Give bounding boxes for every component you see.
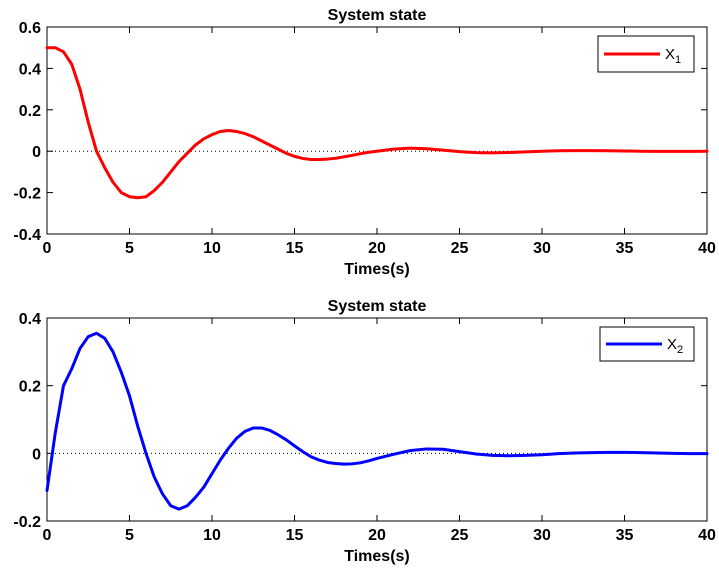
x-axis-label: Times(s)	[344, 261, 410, 278]
legend-label-subscript: 2	[677, 344, 683, 356]
legend-label: X1	[665, 46, 681, 66]
y-tick-label: 0.6	[19, 20, 41, 37]
y-tick-label: 0.2	[19, 379, 41, 396]
x-tick-label: 35	[616, 240, 634, 257]
x-tick-label: 10	[203, 240, 221, 257]
x-tick-label: 0	[43, 527, 52, 544]
x-tick-label: 25	[451, 527, 469, 544]
y-tick-label: 0	[32, 144, 41, 161]
legend: X2	[599, 326, 695, 362]
y-tick-label: -0.4	[13, 227, 41, 244]
x-axis-label: Times(s)	[344, 548, 410, 565]
x-tick-label: 25	[451, 240, 469, 257]
x-tick-label: 40	[698, 527, 716, 544]
y-tick-label: 0.4	[19, 61, 41, 78]
y-tick-label: -0.2	[13, 514, 41, 531]
x-tick-label: 20	[368, 240, 386, 257]
y-tick-label: -0.2	[13, 186, 41, 203]
legend-label: X2	[667, 336, 683, 356]
top-chart-panel: System state 0 5 10 15 20 25 30 35 40 -0.4 -0.2 0 0.2…	[13, 7, 716, 278]
x-tick-label: 5	[125, 240, 134, 257]
plot-area	[46, 317, 708, 522]
series-line-x1	[45, 46, 709, 200]
x-tick-label: 30	[533, 240, 551, 257]
series-line-x2	[45, 331, 709, 511]
x-tick-label: 0	[43, 240, 52, 257]
x-tick-label: 15	[286, 527, 304, 544]
x-tick-label: 20	[368, 527, 386, 544]
legend-label-name: X	[665, 46, 675, 63]
chart-title: System state	[328, 298, 427, 315]
x-tick-label: 40	[698, 240, 716, 257]
y-tick-label: 0.2	[19, 103, 41, 120]
legend-label-name: X	[667, 336, 677, 353]
chart-title: System state	[328, 7, 427, 24]
y-tick-label: 0.4	[19, 311, 41, 328]
x-tick-label: 30	[533, 527, 551, 544]
y-tick-label: 0	[32, 446, 41, 463]
x-tick-label: 15	[286, 240, 304, 257]
x-tick-label: 35	[616, 527, 634, 544]
legend: X1	[597, 35, 695, 73]
x-tick-label: 5	[125, 527, 134, 544]
x-tick-label: 10	[203, 527, 221, 544]
legend-label-subscript: 1	[675, 54, 681, 66]
plot-area	[46, 26, 708, 235]
